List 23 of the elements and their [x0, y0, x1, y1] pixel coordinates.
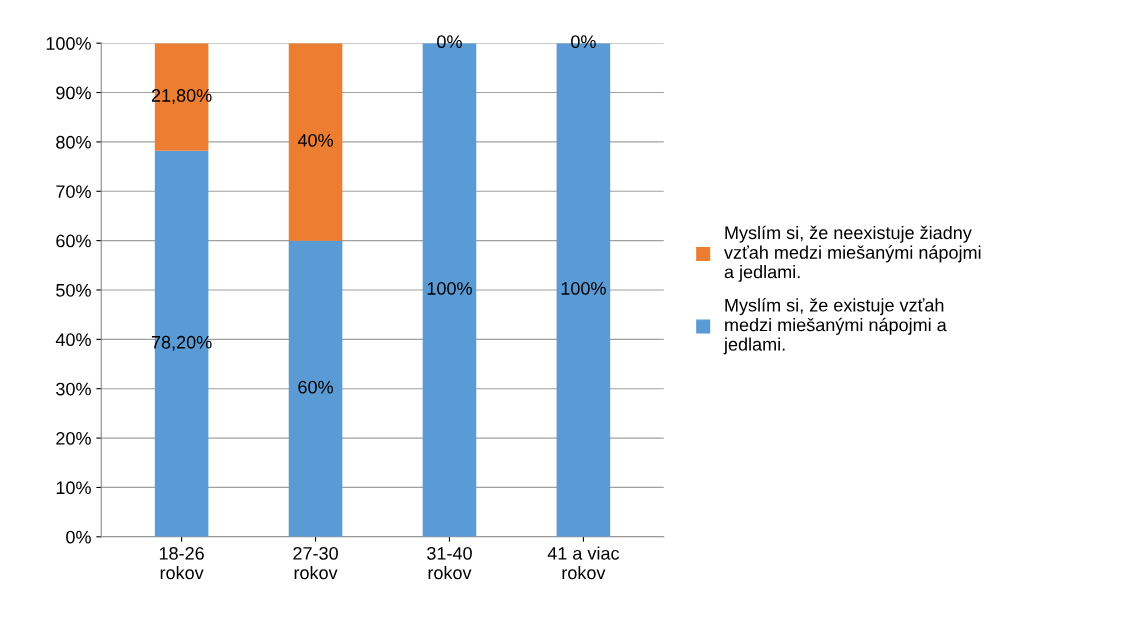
- y-tick-label: 60%: [56, 234, 91, 248]
- y-tick-label: 100%: [46, 37, 91, 50]
- data-label: 100%: [427, 282, 472, 295]
- y-tick-label: 90%: [56, 86, 91, 100]
- x-tick-label: 27-30 rokov: [293, 546, 338, 580]
- x-tick-label: 41 a viac rokov: [547, 546, 620, 580]
- y-tick-label: 20%: [56, 432, 91, 445]
- legend-label: Myslím si, že neexistuje žiadny vzťah medzi miešanými nápojmi a jedlami.: [724, 225, 981, 282]
- y-tick-label: 10%: [56, 481, 91, 495]
- x-tick-label: 18-26 rokov: [159, 546, 204, 580]
- x-tick-label: 31-40 rokov: [427, 546, 472, 580]
- bar: [288, 43, 343, 241]
- data-label: 100%: [561, 282, 606, 295]
- y-tick-label: 70%: [56, 185, 91, 198]
- y-tick-label: 50%: [56, 283, 91, 297]
- y-tick-label: 0%: [66, 530, 91, 544]
- y-tick-label: 80%: [56, 135, 91, 149]
- y-tick-label: 40%: [55, 333, 91, 347]
- data-label: 40%: [297, 133, 333, 147]
- bar: [288, 240, 343, 537]
- legend-label: Myslím si, že existuje vzťah medzi miešanými nápojmi a jedlami.: [723, 298, 947, 355]
- data-label: 60%: [298, 380, 333, 394]
- y-tick-label: 30%: [56, 382, 91, 396]
